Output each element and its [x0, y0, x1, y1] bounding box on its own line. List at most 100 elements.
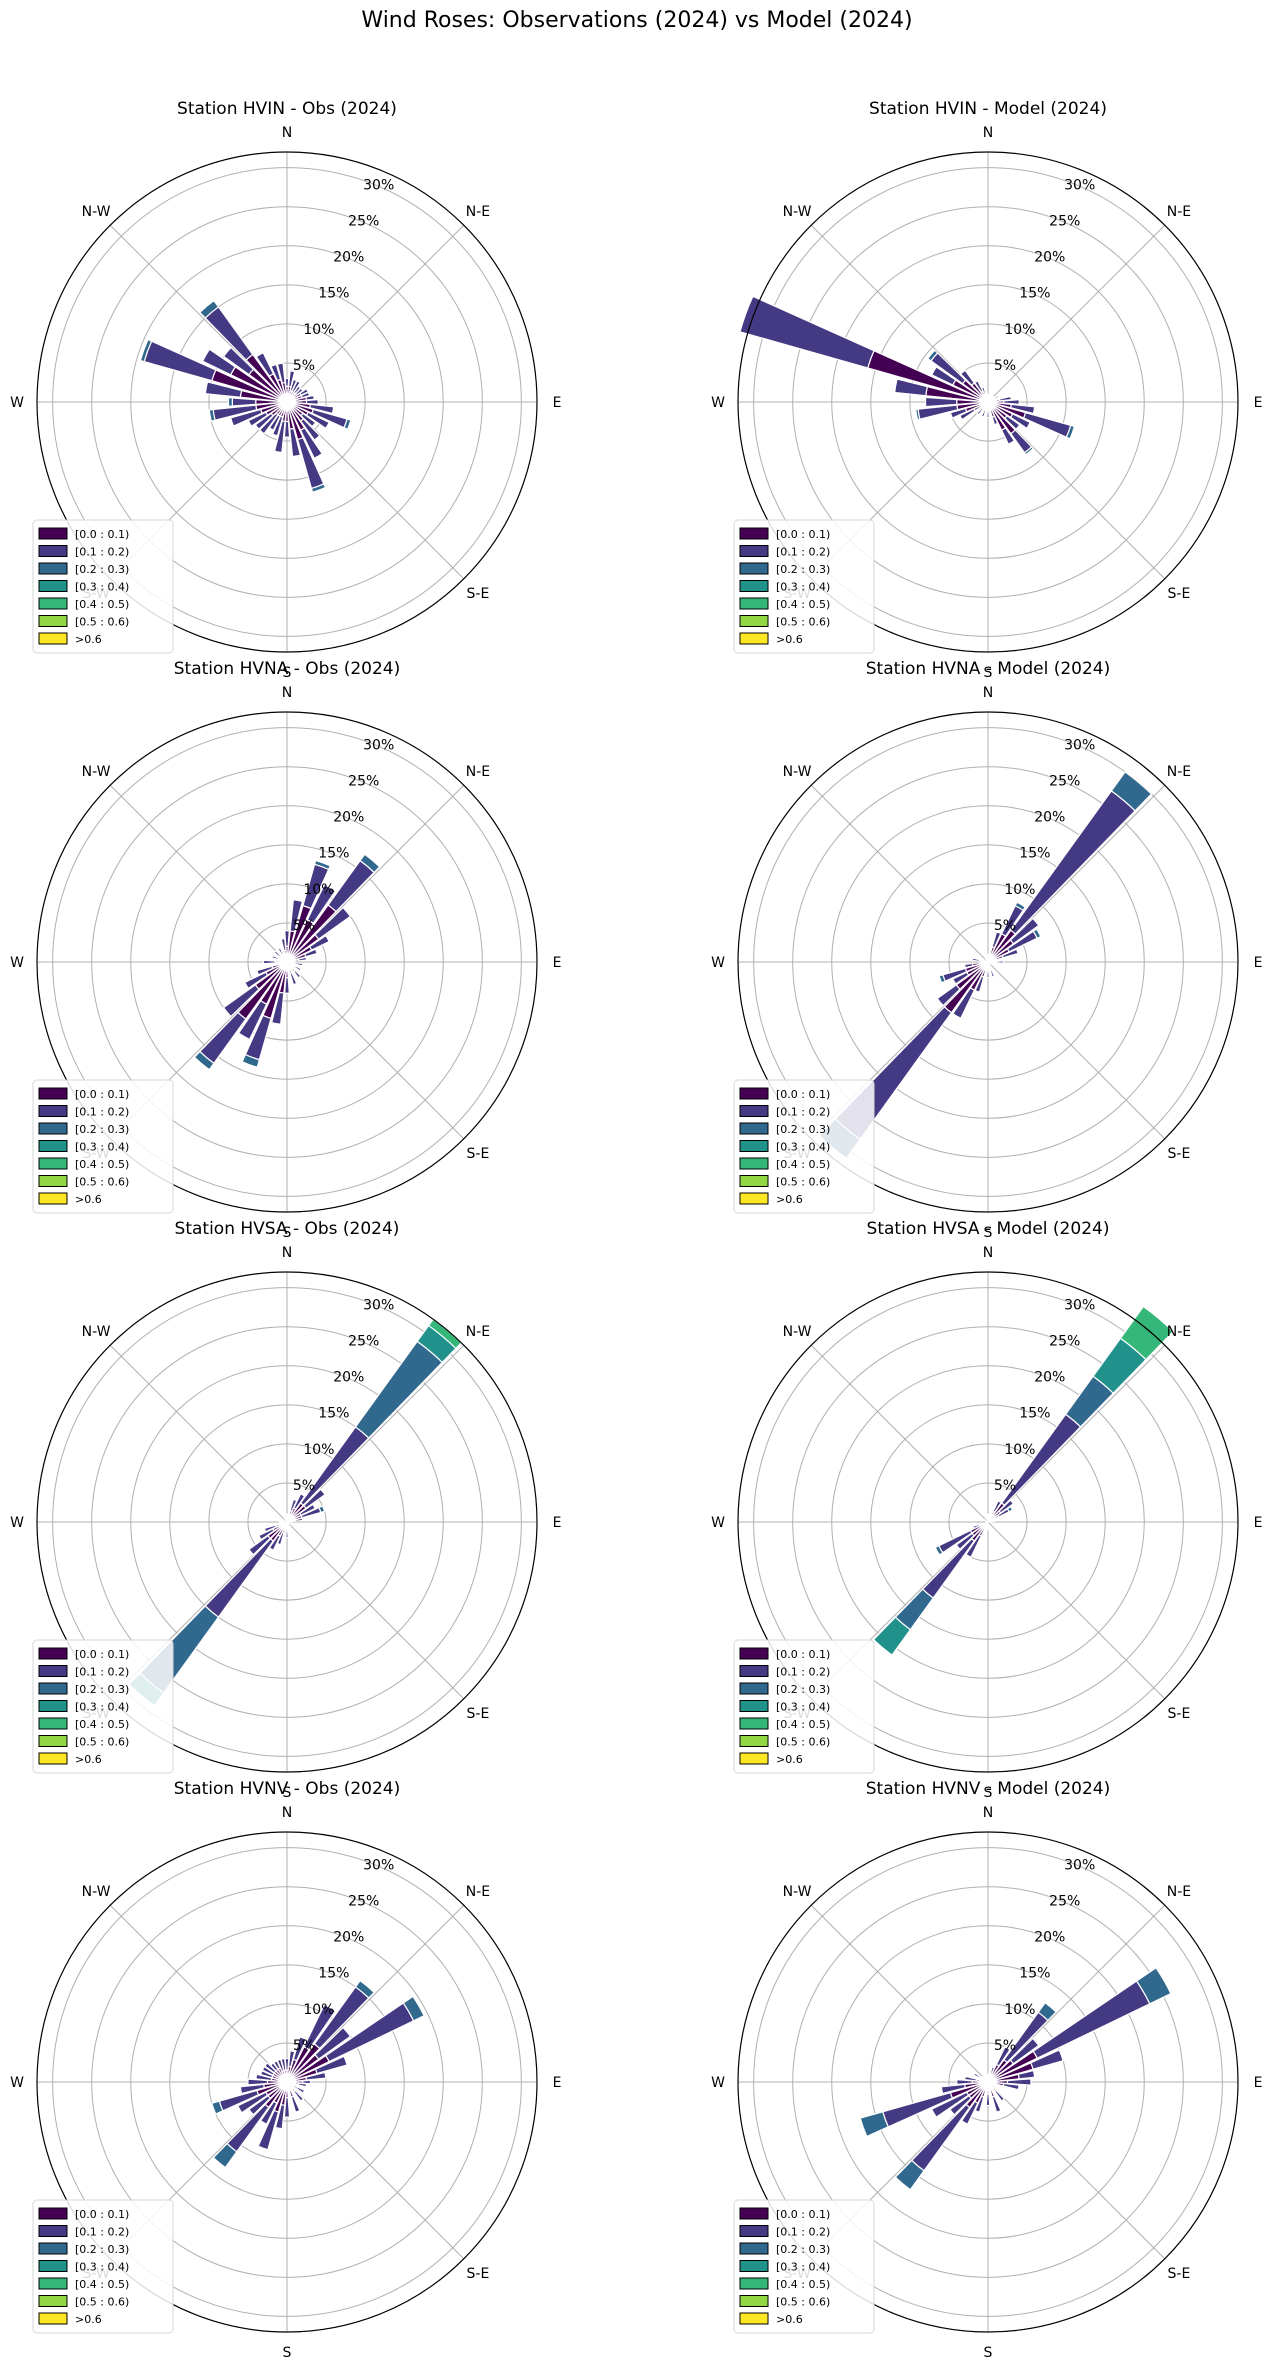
wind-rose-bar [991, 415, 999, 426]
legend: [0.0 : 0.1) [0.1 : 0.2) [0.2 : 0.3) [0.3 : … [733, 519, 875, 654]
radial-tick-label: 10% [303, 1442, 334, 1458]
wind-rose-bar [227, 397, 234, 407]
legend-swatch [38, 1192, 68, 1205]
angular-gridline [109, 1904, 288, 2083]
radial-tick-label: 30% [363, 1297, 394, 1313]
wind-rose-bar [284, 2057, 290, 2071]
wind-rose-bar [915, 408, 921, 421]
wind-rose-bar [1002, 2082, 1020, 2091]
direction-label: N-W [783, 764, 812, 780]
wind-rose-bar [972, 1523, 982, 1530]
legend-swatch [739, 1665, 769, 1677]
legend-label: [0.5 : 0.6) [75, 1176, 129, 1189]
legend-label: [0.0 : 0.1) [776, 1088, 830, 1101]
legend-swatch [739, 527, 769, 540]
direction-label: S-E [467, 1146, 490, 1162]
legend-swatch [38, 615, 68, 627]
direction-label: W [10, 395, 24, 411]
wind-rose-bar [359, 853, 381, 874]
wind-rose-bar [964, 2075, 978, 2082]
wind-rose-bar [211, 2100, 224, 2115]
angular-gridline [286, 2081, 465, 2260]
wind-rose-bar [938, 974, 947, 984]
legend-label: [0.3 : 0.4) [776, 1701, 830, 1714]
wind-rose-bar [308, 934, 331, 951]
angular-gridline [286, 961, 465, 1140]
legend-label: [0.4 : 0.5) [776, 598, 830, 611]
wind-rose-bar [300, 412, 317, 428]
legend-swatch [739, 2242, 769, 2255]
wind-rose-bar [973, 2072, 983, 2080]
wind-rose-bar [293, 969, 302, 979]
radial-tick-label: 30% [1064, 737, 1095, 753]
direction-label: W [10, 955, 24, 971]
wind-rose-bar [739, 295, 875, 369]
direction-label: S [984, 1785, 993, 1801]
angular-gridline [286, 1521, 465, 1700]
angular-gridline [810, 1904, 989, 2083]
wind-rose-bar [292, 964, 302, 972]
legend-frame [733, 2199, 875, 2334]
wind-rose-bar [273, 420, 286, 454]
wind-rose-bar [281, 1514, 287, 1520]
legend-swatch [739, 1105, 769, 1117]
direction-label: S-E [1168, 586, 1191, 602]
polar-frame [36, 711, 538, 1213]
wind-rose-bar [257, 2109, 280, 2151]
wind-rose-bar [1006, 2078, 1032, 2086]
wind-rose-bar [287, 1524, 293, 1530]
wind-rose-bar [284, 976, 290, 994]
radial-tick-label: 20% [1034, 250, 1065, 266]
wind-rose-bar [991, 2095, 1002, 2113]
legend-label: [0.0 : 0.1) [776, 2208, 830, 2221]
legend-swatch [739, 1647, 769, 1660]
wind-rose-bar [310, 483, 327, 493]
legend-swatch [739, 2207, 769, 2220]
panel-title: Station HVNV - Model (2024) [866, 1779, 1111, 1799]
radial-tick-label: 20% [1034, 810, 1065, 826]
direction-label: E [1254, 955, 1263, 971]
wind-rose-bar [313, 859, 332, 871]
direction-label: E [1254, 1515, 1263, 1531]
direction-label: E [553, 1515, 562, 1531]
wind-rose-bar [318, 1505, 326, 1514]
panel-title: Station HVNA - Model (2024) [866, 659, 1111, 679]
legend-swatch [38, 632, 68, 645]
radial-tick-label: 5% [994, 1478, 1016, 1494]
direction-label: N [983, 1805, 993, 1821]
direction-label: N [282, 1805, 292, 1821]
legend-swatch [38, 1682, 68, 1695]
legend-swatch [38, 1717, 68, 1730]
wind-rose-bar [974, 2095, 985, 2113]
wind-rose-bar [936, 984, 961, 1007]
wind-rose-bar [236, 2091, 269, 2114]
legend-label: >0.6 [75, 1193, 102, 1206]
radial-tick-label: 5% [293, 2038, 315, 2054]
wind-rose-bar [283, 2096, 291, 2118]
wind-rose-bar [247, 411, 269, 427]
direction-label: S-E [1168, 1146, 1191, 1162]
legend: [0.0 : 0.1) [0.1 : 0.2) [0.2 : 0.3) [0.3 : … [32, 519, 174, 654]
legend-label: [0.2 : 0.3) [776, 563, 830, 576]
wind-rose-bar [949, 407, 968, 419]
direction-label: S-E [467, 2266, 490, 2282]
wind-rose-bar [259, 2100, 278, 2126]
direction-label: S [984, 1225, 993, 1241]
radial-tick-label: 20% [1034, 1930, 1065, 1946]
angular-gridline [810, 784, 989, 963]
legend-swatch [38, 1105, 68, 1117]
wind-rose-bar [305, 2071, 327, 2081]
legend-label: [0.1 : 0.2) [75, 546, 129, 559]
radial-tick-label: 15% [318, 1966, 349, 1982]
radial-tick-label: 5% [994, 358, 1016, 374]
direction-label: N-E [1167, 764, 1191, 780]
legend-label: >0.6 [776, 633, 803, 646]
wind-rose-bar [277, 947, 285, 957]
legend-label: [0.1 : 0.2) [75, 2226, 129, 2239]
legend-swatch [38, 1647, 68, 1660]
wind-rose-bar [986, 393, 990, 399]
wind-rose-bar [981, 2074, 987, 2081]
wind-rose-bar [992, 1500, 1003, 1514]
radial-tick-label: 15% [318, 286, 349, 302]
wind-rose-bar [268, 1534, 282, 1551]
